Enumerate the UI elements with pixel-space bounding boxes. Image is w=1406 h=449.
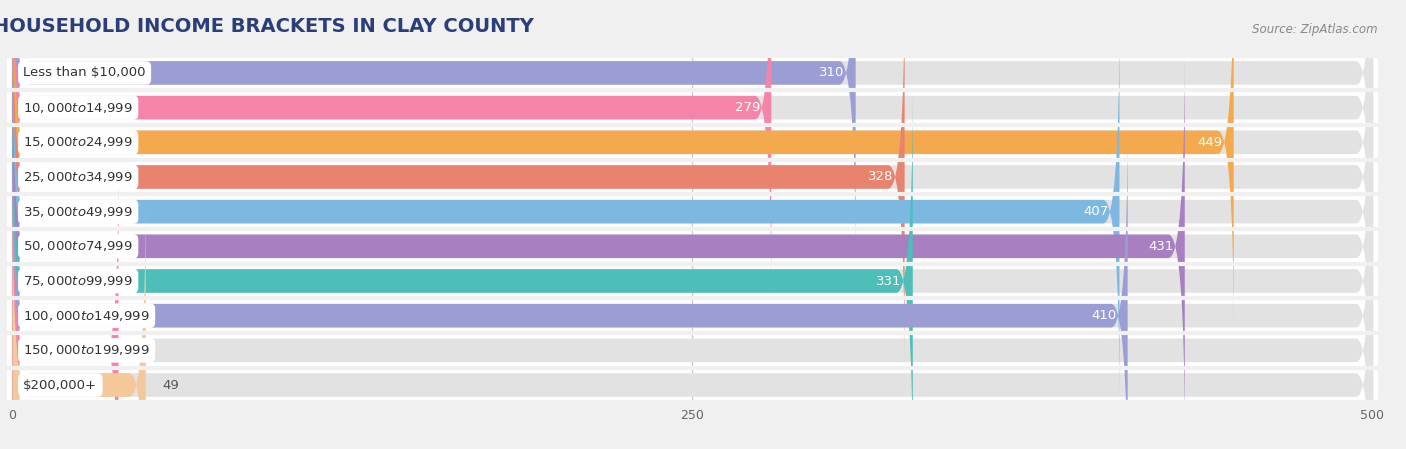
Text: $200,000+: $200,000+ (24, 379, 97, 392)
FancyBboxPatch shape (13, 0, 904, 373)
FancyBboxPatch shape (13, 154, 1372, 449)
Text: $50,000 to $74,999: $50,000 to $74,999 (24, 239, 134, 253)
Text: 331: 331 (876, 274, 901, 287)
FancyBboxPatch shape (0, 264, 1386, 298)
Text: 410: 410 (1091, 309, 1116, 322)
Text: $10,000 to $14,999: $10,000 to $14,999 (24, 101, 134, 114)
Text: $100,000 to $149,999: $100,000 to $149,999 (24, 308, 150, 323)
FancyBboxPatch shape (13, 50, 1185, 443)
Text: $75,000 to $99,999: $75,000 to $99,999 (24, 274, 134, 288)
FancyBboxPatch shape (0, 229, 1386, 264)
Text: $25,000 to $34,999: $25,000 to $34,999 (24, 170, 134, 184)
Text: 449: 449 (1198, 136, 1223, 149)
FancyBboxPatch shape (0, 90, 1386, 125)
FancyBboxPatch shape (0, 368, 1386, 402)
FancyBboxPatch shape (13, 0, 1233, 339)
FancyBboxPatch shape (0, 194, 1386, 229)
Text: 310: 310 (820, 66, 845, 79)
Text: Less than $10,000: Less than $10,000 (24, 66, 146, 79)
FancyBboxPatch shape (13, 0, 1372, 304)
FancyBboxPatch shape (13, 119, 1128, 449)
Text: 279: 279 (735, 101, 761, 114)
FancyBboxPatch shape (13, 0, 1372, 373)
Text: 431: 431 (1149, 240, 1174, 253)
FancyBboxPatch shape (13, 0, 772, 304)
Text: 407: 407 (1084, 205, 1108, 218)
FancyBboxPatch shape (13, 154, 118, 449)
Text: 39: 39 (135, 344, 152, 357)
Text: 49: 49 (162, 379, 179, 392)
Text: $35,000 to $49,999: $35,000 to $49,999 (24, 205, 134, 219)
FancyBboxPatch shape (13, 85, 1372, 449)
FancyBboxPatch shape (0, 160, 1386, 194)
FancyBboxPatch shape (13, 0, 1372, 269)
FancyBboxPatch shape (13, 189, 1372, 449)
Text: $150,000 to $199,999: $150,000 to $199,999 (24, 343, 150, 357)
FancyBboxPatch shape (13, 85, 912, 449)
FancyBboxPatch shape (0, 125, 1386, 160)
FancyBboxPatch shape (13, 50, 1372, 443)
FancyBboxPatch shape (0, 333, 1386, 368)
FancyBboxPatch shape (13, 15, 1372, 408)
FancyBboxPatch shape (13, 0, 856, 269)
FancyBboxPatch shape (13, 0, 1372, 339)
Text: HOUSEHOLD INCOME BRACKETS IN CLAY COUNTY: HOUSEHOLD INCOME BRACKETS IN CLAY COUNTY (0, 18, 534, 36)
FancyBboxPatch shape (13, 189, 146, 449)
Text: Source: ZipAtlas.com: Source: ZipAtlas.com (1253, 23, 1378, 36)
FancyBboxPatch shape (0, 298, 1386, 333)
FancyBboxPatch shape (13, 15, 1119, 408)
FancyBboxPatch shape (13, 119, 1372, 449)
FancyBboxPatch shape (0, 56, 1386, 90)
Text: $15,000 to $24,999: $15,000 to $24,999 (24, 135, 134, 150)
Text: 328: 328 (869, 171, 894, 184)
